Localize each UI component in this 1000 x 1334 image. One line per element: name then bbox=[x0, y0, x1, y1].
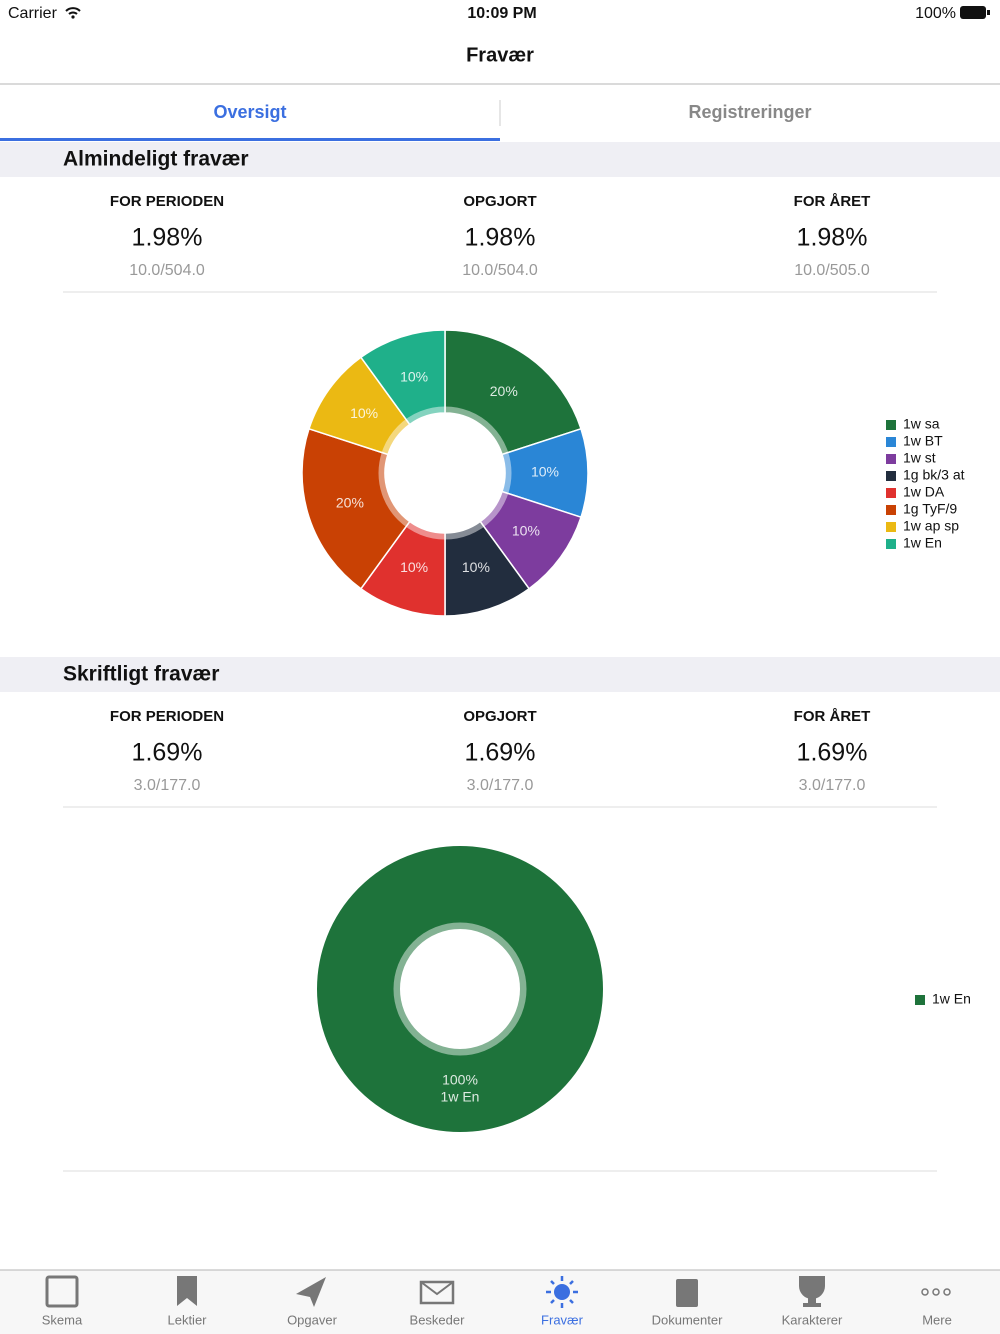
stat-label: OPGJORT bbox=[463, 708, 536, 725]
legend-label: 1w st bbox=[903, 450, 936, 466]
donut-inner-ring bbox=[378, 406, 512, 540]
tab-bar-item[interactable]: Fravær bbox=[541, 1312, 584, 1327]
section-title: Almindeligt fravær bbox=[63, 148, 249, 171]
tab-bar-item[interactable]: Lektier bbox=[167, 1312, 207, 1327]
stat-label: OPGJORT bbox=[463, 193, 536, 210]
legend-swatch bbox=[915, 995, 925, 1005]
stat-value: 1.98% bbox=[132, 224, 203, 252]
legend-label: 1w BT bbox=[903, 433, 943, 449]
tab[interactable]: Oversigt bbox=[213, 102, 286, 122]
legend-swatch bbox=[886, 539, 896, 549]
battery: 100% bbox=[915, 5, 956, 22]
legend-swatch bbox=[886, 454, 896, 464]
legend-label: 1w En bbox=[932, 991, 971, 1007]
section-header-bg bbox=[0, 142, 1000, 177]
stat-value: 1.69% bbox=[797, 739, 868, 767]
stat-value: 1.98% bbox=[797, 224, 868, 252]
stat-label: FOR PERIODEN bbox=[110, 708, 224, 725]
stat-detail: 3.0/177.0 bbox=[799, 777, 866, 794]
stat-value: 1.98% bbox=[465, 224, 536, 252]
slice-label: 10% bbox=[512, 522, 540, 538]
legend-swatch bbox=[886, 471, 896, 481]
tab-bar-item[interactable]: Karakterer bbox=[782, 1312, 843, 1327]
stat-value: 1.69% bbox=[465, 739, 536, 767]
time: 10:09 PM bbox=[467, 5, 536, 22]
slice-label: 10% bbox=[400, 559, 428, 575]
section-header-bg bbox=[0, 657, 1000, 692]
tab-bar-item[interactable]: Mere bbox=[922, 1312, 952, 1327]
slice-label: 20% bbox=[490, 383, 518, 399]
stat-detail: 3.0/177.0 bbox=[134, 777, 201, 794]
slice-label: 10% bbox=[531, 464, 559, 480]
legend-label: 1g TyF/9 bbox=[903, 501, 957, 517]
slice-category: 1w En bbox=[441, 1089, 480, 1105]
stat-label: FOR PERIODEN bbox=[110, 193, 224, 210]
section-title: Skriftligt fravær bbox=[63, 663, 219, 686]
legend-label: 1w ap sp bbox=[903, 518, 959, 534]
slice-label: 10% bbox=[400, 369, 428, 385]
legend-swatch bbox=[886, 505, 896, 515]
stat-label: FOR ÅRET bbox=[794, 708, 871, 725]
stat-detail: 3.0/177.0 bbox=[467, 777, 534, 794]
legend-swatch bbox=[886, 522, 896, 532]
donut-slice bbox=[359, 329, 446, 426]
tab-bar-item[interactable]: Beskeder bbox=[410, 1312, 466, 1327]
legend-label: 1w En bbox=[903, 535, 942, 551]
stat-detail: 10.0/505.0 bbox=[794, 262, 870, 279]
donut-slice bbox=[444, 329, 582, 456]
legend-swatch bbox=[886, 488, 896, 498]
tab-bar-item[interactable]: Dokumenter bbox=[652, 1312, 723, 1327]
slice-label: 10% bbox=[350, 405, 378, 421]
tab[interactable]: Registreringer bbox=[688, 102, 811, 122]
stat-detail: 10.0/504.0 bbox=[129, 262, 205, 279]
nav-title: Fravær bbox=[466, 44, 534, 66]
legend-label: 1w DA bbox=[903, 484, 945, 500]
donut-slice bbox=[317, 846, 603, 1132]
legend-swatch bbox=[886, 437, 896, 447]
donut-inner-ring bbox=[393, 922, 527, 1056]
stat-value: 1.69% bbox=[132, 739, 203, 767]
legend-label: 1g bk/3 at bbox=[903, 467, 965, 483]
stat-detail: 10.0/504.0 bbox=[462, 262, 538, 279]
slice-label: 100% bbox=[442, 1072, 478, 1088]
tab-bar-item[interactable]: Opgaver bbox=[287, 1312, 338, 1327]
slice-label: 20% bbox=[336, 495, 364, 511]
carrier: Carrier bbox=[8, 5, 58, 22]
legend-swatch bbox=[886, 420, 896, 430]
slice-label: 10% bbox=[462, 559, 490, 575]
legend-label: 1w sa bbox=[903, 416, 940, 432]
tab-bar-item[interactable]: Skema bbox=[42, 1312, 83, 1327]
donut-slice bbox=[301, 427, 411, 590]
stat-label: FOR ÅRET bbox=[794, 193, 871, 210]
